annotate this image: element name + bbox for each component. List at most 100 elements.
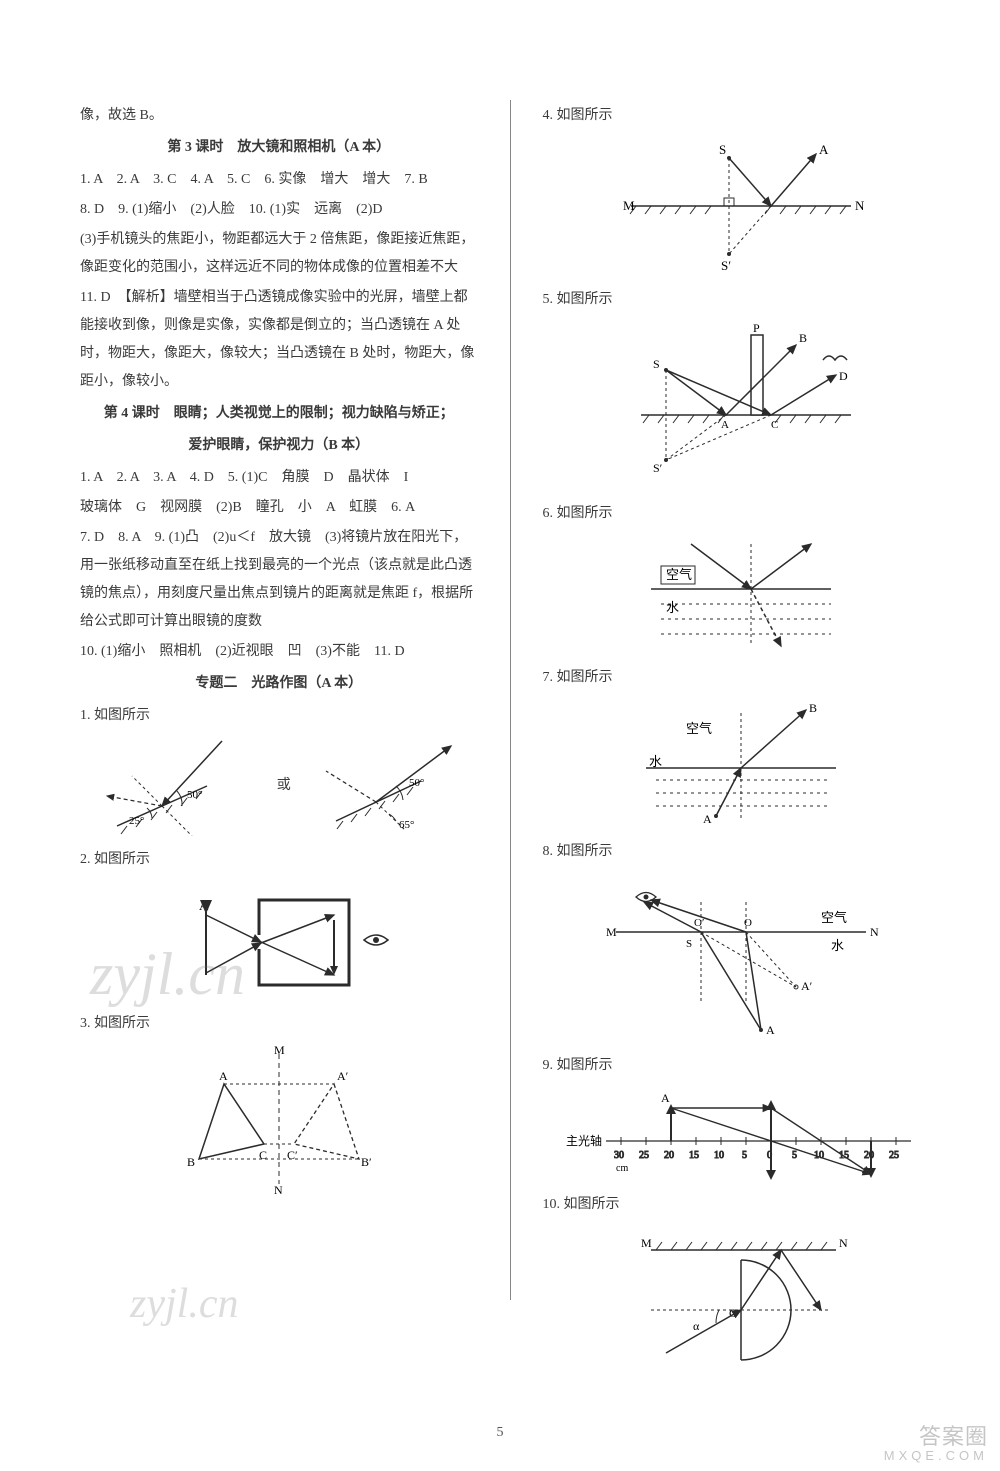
- q7-label: 7. 如图所示: [543, 664, 941, 692]
- s3-p4: 11. D 【解析】墙壁相当于凸透镜成像实验中的光屏，墙壁上都能接收到像，则像是…: [80, 284, 478, 396]
- svg-text:5: 5: [742, 1150, 747, 1161]
- left-column: 像，故选 B。 第 3 课时 放大镜和照相机（A 本） 1. A 2. A 3.…: [80, 100, 478, 1300]
- f10-alpha: α: [693, 1319, 700, 1333]
- f5-S: S: [653, 357, 660, 371]
- q3-label: 3. 如图所示: [80, 1010, 478, 1038]
- f4-M: M: [623, 198, 635, 213]
- f8-Op: O′: [694, 917, 704, 929]
- f8-N: N: [870, 925, 879, 939]
- svg-text:N: N: [274, 1183, 283, 1194]
- fig1b-angle-top: 50°: [409, 777, 424, 789]
- fig3-wrap: M N A B C A′ B′ C′: [80, 1044, 478, 1194]
- f5-Sp: S′: [653, 461, 663, 475]
- f5-P: P: [753, 321, 760, 335]
- page: 像，故选 B。 第 3 课时 放大镜和照相机（A 本） 1. A 2. A 3.…: [0, 0, 1000, 1471]
- fig10-wrap: M N O α: [543, 1225, 941, 1365]
- f4-S: S: [719, 142, 726, 157]
- q9-label: 9. 如图所示: [543, 1052, 941, 1080]
- svg-text:A: A: [199, 898, 209, 913]
- svg-text:C: C: [259, 1148, 267, 1162]
- q2-label: 2. 如图所示: [80, 846, 478, 874]
- f10-M: M: [641, 1236, 652, 1250]
- svg-text:B′: B′: [361, 1155, 372, 1169]
- f6-air: 空气: [666, 567, 692, 582]
- fig5-svg: P S S′ A C B D: [611, 320, 871, 490]
- svg-text:25: 25: [889, 1150, 899, 1161]
- f5-D: D: [839, 369, 848, 383]
- f5-C: C: [771, 419, 778, 431]
- f10-N: N: [839, 1236, 848, 1250]
- fig1a-svg: 50° 25°: [97, 736, 247, 836]
- fig1b-angle-bot: 65°: [399, 819, 414, 831]
- section3-title: 第 3 课时 放大镜和照相机（A 本）: [80, 134, 478, 162]
- s4-p2: 玻璃体 G 视网膜 (2)B 瞳孔 小 A 虹膜 6. A: [80, 494, 478, 522]
- s3-p2: 8. D 9. (1)缩小 (2)人脸 10. (1)实 远离 (2)D: [80, 196, 478, 224]
- svg-text:A′: A′: [337, 1069, 349, 1083]
- f9-axis: 主光轴: [566, 1133, 602, 1148]
- q5-label: 5. 如图所示: [543, 286, 941, 314]
- svg-text:5: 5: [792, 1150, 797, 1161]
- svg-text:20: 20: [664, 1150, 674, 1161]
- q6-label: 6. 如图所示: [543, 500, 941, 528]
- s3-p1: 1. A 2. A 3. C 4. A 5. C 6. 实像 增大 增大 7. …: [80, 166, 478, 194]
- f8-Ap: A′: [801, 979, 813, 993]
- f7-A: A: [703, 812, 712, 826]
- f8-O: O: [744, 917, 752, 929]
- f9-A: A: [661, 1091, 670, 1105]
- fig9-svg: 主光轴 30 25 20 15 10 5 0 5 10 15 20: [561, 1086, 921, 1181]
- svg-text:15: 15: [689, 1150, 699, 1161]
- column-divider: [510, 100, 511, 1300]
- s3-p3: (3)手机镜头的焦距小，物距都远大于 2 倍焦距，像距接近焦距，像距变化的范围小…: [80, 226, 478, 282]
- f6-water: 水: [666, 600, 679, 615]
- topic2-title: 专题二 光路作图（A 本）: [80, 670, 478, 698]
- section4-title-2: 爱护眼睛，保护视力（B 本）: [80, 432, 478, 460]
- f4-Sp: S′: [721, 258, 731, 273]
- f8-water: 水: [831, 938, 844, 953]
- f7-water: 水: [649, 754, 662, 769]
- q4-label: 4. 如图所示: [543, 102, 941, 130]
- f4-N: N: [855, 198, 865, 213]
- f7-B: B: [809, 701, 817, 715]
- fig2-svg: A: [164, 880, 394, 1000]
- fig1-or: 或: [277, 772, 291, 800]
- s4-p1: 1. A 2. A 3. A 4. D 5. (1)C 角膜 D 晶状体 I: [80, 464, 478, 492]
- fig5-wrap: P S S′ A C B D: [543, 320, 941, 490]
- svg-text:25: 25: [639, 1150, 649, 1161]
- f8-S: S: [686, 938, 692, 950]
- f9-unit: cm: [616, 1163, 628, 1174]
- f8-air: 空气: [821, 910, 847, 925]
- s4-p3: 7. D 8. A 9. (1)凸 (2)u＜f 放大镜 (3)将镜片放在阳光下…: [80, 524, 478, 636]
- f5-B: B: [799, 331, 807, 345]
- q1-label: 1. 如图所示: [80, 702, 478, 730]
- fig1b-svg: 50° 65°: [321, 736, 461, 836]
- f8-A: A: [766, 1023, 775, 1037]
- svg-text:B: B: [187, 1155, 195, 1169]
- page-number: 5: [0, 1425, 1000, 1441]
- svg-text:20: 20: [864, 1150, 874, 1161]
- q8-label: 8. 如图所示: [543, 838, 941, 866]
- corner-brand-line2: MXQE.COM: [884, 1449, 988, 1463]
- right-column: 4. 如图所示 M N: [543, 100, 941, 1300]
- intro-line: 像，故选 B。: [80, 102, 478, 130]
- fig7-svg: 空气 水 A B: [631, 698, 851, 828]
- fig4-wrap: M N S S′ A: [543, 136, 941, 276]
- fig1a-angle-in: 25°: [129, 815, 144, 827]
- columns: 像，故选 B。 第 3 课时 放大镜和照相机（A 本） 1. A 2. A 3.…: [80, 100, 940, 1300]
- f4-A: A: [819, 142, 829, 157]
- fig1-wrap: 50° 25° 或 50°: [80, 736, 478, 836]
- fig8-svg: M N 空气 水 O′ O A: [596, 872, 886, 1042]
- fig10-svg: M N O α: [621, 1225, 861, 1365]
- svg-text:30: 30: [614, 1150, 624, 1161]
- svg-text:M: M: [274, 1044, 285, 1057]
- fig9-wrap: 主光轴 30 25 20 15 10 5 0 5 10 15 20: [543, 1086, 941, 1181]
- svg-text:C′: C′: [287, 1148, 298, 1162]
- fig2-wrap: A: [80, 880, 478, 1000]
- fig1a-angle-out: 50°: [187, 789, 202, 801]
- f8-M: M: [606, 925, 617, 939]
- section4-title-1: 第 4 课时 眼睛；人类视觉上的限制；视力缺陷与矫正；: [80, 400, 478, 428]
- fig6-wrap: 空气 水: [543, 534, 941, 654]
- q10-label: 10. 如图所示: [543, 1191, 941, 1219]
- svg-text:A: A: [219, 1069, 228, 1083]
- svg-text:10: 10: [714, 1150, 724, 1161]
- fig7-wrap: 空气 水 A B: [543, 698, 941, 828]
